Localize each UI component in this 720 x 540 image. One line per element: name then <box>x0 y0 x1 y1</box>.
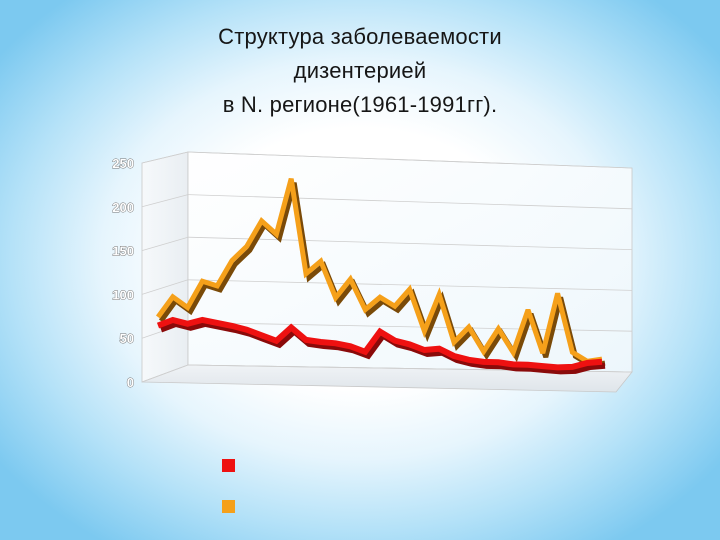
chart-back-wall <box>187 151 633 373</box>
gridline-250 <box>187 151 633 169</box>
y-tick-label: 100 <box>112 287 134 302</box>
legend <box>222 459 235 513</box>
side-gridline-0 <box>141 364 189 383</box>
gridline-100 <box>187 279 633 291</box>
y-tick-label: 0 <box>127 375 134 390</box>
gridline-50 <box>187 322 633 332</box>
y-tick-label: 150 <box>112 244 134 259</box>
gridline-150 <box>187 236 633 250</box>
side-gridline-200 <box>141 194 189 208</box>
title-line-1: Структура заболеваемости <box>218 24 502 49</box>
side-gridline-100 <box>141 279 189 295</box>
y-tick-label: 50 <box>120 331 134 346</box>
chart-gridlines <box>141 151 633 383</box>
side-gridline-150 <box>141 236 189 251</box>
legend-swatch-orange <box>222 500 235 513</box>
y-axis-ticks: 250 200 150 100 50 0 <box>112 156 135 391</box>
side-gridline-250 <box>141 151 189 164</box>
series-red <box>156 316 606 375</box>
gridline-200 <box>187 194 633 210</box>
title-line-3: в N. регионе(1961-1991гг). <box>222 92 498 117</box>
title-line-2: дизентерией <box>293 58 427 83</box>
legend-swatch-red <box>222 459 235 472</box>
chart-title: Структура заболеваемости дизентерией в N… <box>120 20 600 122</box>
chart-side-wall <box>141 151 189 383</box>
y-tick-label: 200 <box>112 200 134 215</box>
y-tick-label: 250 <box>112 156 134 171</box>
